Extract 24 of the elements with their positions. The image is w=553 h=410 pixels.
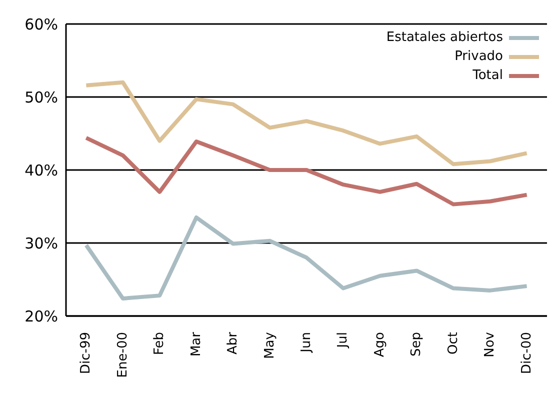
y-tick-label: 60%: [24, 15, 58, 34]
line-series: [84, 80, 529, 166]
line-series: [84, 136, 529, 206]
y-tick-label: 50%: [24, 88, 58, 106]
line-series: [84, 215, 529, 300]
x-tick-label: Feb: [152, 332, 168, 356]
y-tick-label: 40%: [24, 161, 58, 180]
y-tick-label: 30%: [24, 234, 58, 252]
x-tick-label: Jun: [299, 332, 314, 354]
x-tick-label: Oct: [446, 332, 461, 354]
x-tick-label: Dic-99: [78, 332, 94, 374]
y-tick-label: 20%: [24, 307, 58, 326]
x-tick-label: Nov: [482, 332, 498, 358]
x-tick-label: Ago: [372, 332, 388, 358]
legend-label: Estatales abiertos: [386, 30, 503, 45]
legend-label: Privado: [454, 49, 503, 64]
x-tick-label: Mar: [188, 331, 204, 357]
x-tick-label: Dic-00: [519, 332, 534, 374]
x-tick-label: Sep: [409, 332, 424, 357]
x-tick-label: Jul: [336, 332, 351, 349]
x-tick-label: Abr: [226, 331, 241, 354]
legend-label: Total: [472, 68, 503, 83]
x-tick-label: Ene-00: [115, 332, 130, 378]
x-tick-label: May: [262, 332, 278, 359]
